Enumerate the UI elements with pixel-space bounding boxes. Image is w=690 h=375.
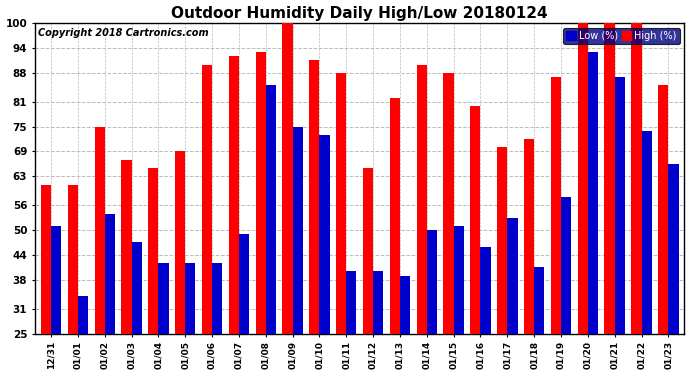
Bar	[95, 127, 105, 333]
Bar	[497, 147, 507, 333]
Bar	[148, 168, 159, 333]
Bar	[185, 263, 195, 333]
Bar	[105, 213, 115, 333]
Bar	[373, 272, 384, 333]
Bar	[551, 77, 561, 333]
Text: Copyright 2018 Cartronics.com: Copyright 2018 Cartronics.com	[38, 28, 209, 38]
Bar	[319, 135, 330, 333]
Bar	[255, 52, 266, 333]
Bar	[282, 23, 293, 333]
Bar	[132, 243, 141, 333]
Bar	[41, 184, 51, 333]
Bar	[427, 230, 437, 333]
Bar	[400, 276, 410, 333]
Bar	[524, 139, 534, 333]
Bar	[417, 64, 427, 333]
Bar	[615, 77, 625, 333]
Bar	[293, 127, 303, 333]
Bar	[228, 56, 239, 333]
Legend: Low (%), High (%): Low (%), High (%)	[563, 28, 680, 44]
Bar	[212, 263, 222, 333]
Bar	[471, 106, 480, 333]
Bar	[453, 226, 464, 333]
Bar	[336, 73, 346, 333]
Bar	[561, 197, 571, 333]
Bar	[588, 52, 598, 333]
Bar	[658, 85, 669, 333]
Bar	[202, 64, 212, 333]
Bar	[51, 226, 61, 333]
Bar	[266, 85, 276, 333]
Bar	[669, 164, 678, 333]
Bar	[480, 247, 491, 333]
Bar	[346, 272, 357, 333]
Bar	[507, 217, 518, 333]
Bar	[363, 168, 373, 333]
Bar	[390, 98, 400, 333]
Bar	[578, 23, 588, 333]
Bar	[175, 152, 185, 333]
Bar	[642, 131, 651, 333]
Bar	[159, 263, 168, 333]
Bar	[78, 296, 88, 333]
Bar	[68, 184, 78, 333]
Bar	[309, 60, 319, 333]
Title: Outdoor Humidity Daily High/Low 20180124: Outdoor Humidity Daily High/Low 20180124	[171, 6, 548, 21]
Bar	[631, 23, 642, 333]
Bar	[444, 73, 453, 333]
Bar	[604, 23, 615, 333]
Bar	[121, 160, 132, 333]
Bar	[239, 234, 249, 333]
Bar	[534, 267, 544, 333]
